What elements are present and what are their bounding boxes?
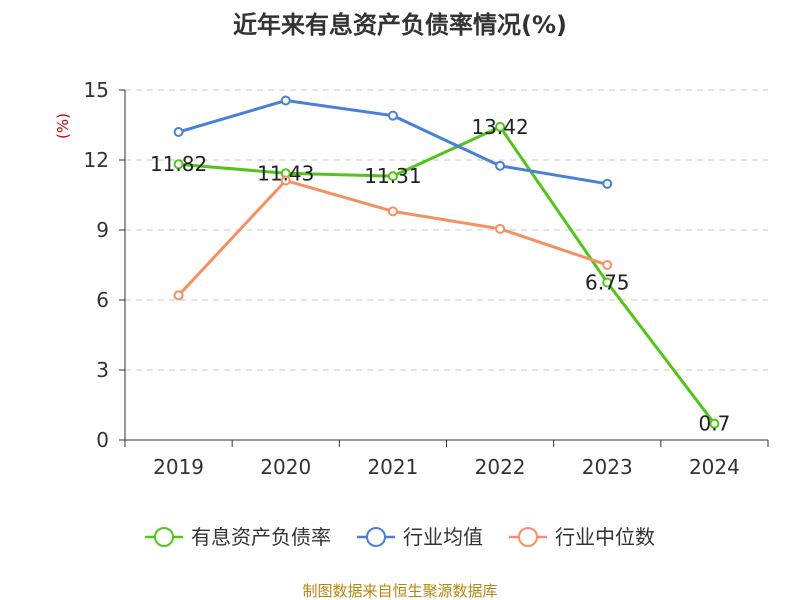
data-point <box>280 95 291 106</box>
chart-title: 近年来有息资产负债率情况(%) <box>233 11 567 39</box>
data-point <box>387 206 398 217</box>
data-point <box>387 110 398 121</box>
source-note: 制图数据来自恒生聚源数据库 <box>302 582 497 600</box>
data-point <box>173 127 184 137</box>
data-label: 11.43 <box>257 161 314 185</box>
x-tick-label: 2020 <box>260 455 311 479</box>
legend-item-2: 行业中位数 <box>509 525 655 549</box>
legend-marker-icon <box>518 527 538 547</box>
y-tick-label: 0 <box>96 428 109 452</box>
data-point <box>602 277 613 288</box>
grid-layer <box>125 89 768 371</box>
legend-item-0: 有息资产负债率 <box>145 525 331 549</box>
legend: 有息资产负债率 行业均值 行业中位数 <box>145 525 655 549</box>
legend-label: 行业中位数 <box>555 525 655 549</box>
data-point <box>709 418 720 429</box>
data-point <box>280 175 291 186</box>
series-line-2 <box>177 179 609 297</box>
legend-marker-icon <box>366 527 386 547</box>
data-point <box>173 159 184 170</box>
series-line-0 <box>177 125 716 426</box>
data-point <box>495 121 506 132</box>
x-tick-label: 2021 <box>367 455 418 479</box>
x-tick-label: 2023 <box>582 455 633 479</box>
data-point <box>387 171 398 182</box>
axis-layer: 0 3 6 9 12 15 2019 2020 2021 2022 2023 2024 <box>84 78 769 479</box>
data-label-layer: 11.82 11.43 11.31 13.42 6.75 0.7 <box>150 115 730 436</box>
x-tick-label: 2022 <box>475 455 526 479</box>
x-tick-label: 2024 <box>689 455 740 479</box>
data-label: 6.75 <box>585 271 630 295</box>
y-tick-label: 6 <box>96 288 109 312</box>
y-tick-label: 9 <box>96 218 109 242</box>
legend-item-1: 行业均值 <box>357 525 483 549</box>
y-tick-label: 12 <box>84 148 109 172</box>
y-tick-label: 3 <box>96 358 109 382</box>
x-tick-label: 2019 <box>153 455 204 479</box>
y-axis-unit-label: (%) <box>54 113 72 139</box>
data-label: 11.31 <box>364 164 421 188</box>
data-point <box>173 290 184 301</box>
data-label: 0.7 <box>699 412 731 436</box>
data-label: 11.82 <box>150 152 207 176</box>
data-point <box>495 223 506 234</box>
data-point <box>495 160 506 171</box>
data-point <box>602 260 613 270</box>
series-layer <box>173 95 720 429</box>
data-point <box>602 178 613 189</box>
data-label: 13.42 <box>471 115 528 139</box>
legend-marker-icon <box>154 527 174 547</box>
y-tick-label: 15 <box>84 78 109 102</box>
legend-label: 有息资产负债率 <box>191 525 331 549</box>
legend-label: 行业均值 <box>403 525 483 549</box>
